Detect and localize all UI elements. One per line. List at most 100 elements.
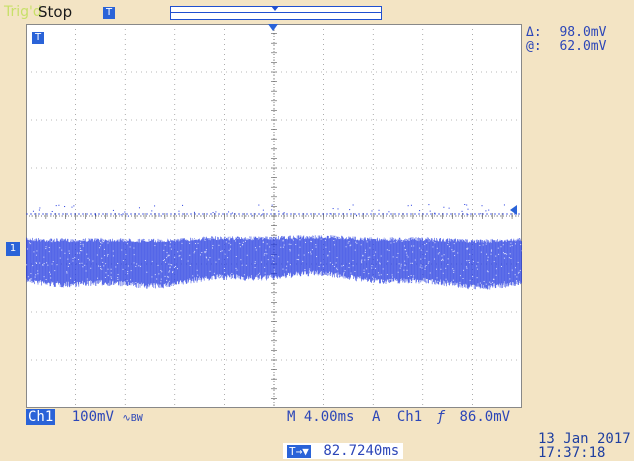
trace-speckle <box>413 275 415 277</box>
horizontal-position-readout[interactable]: T→▼ 82.7240ms <box>283 443 404 459</box>
trace-speckle <box>500 266 502 268</box>
trace-speckle <box>237 238 239 240</box>
trace-speckle <box>459 275 461 277</box>
trace-speckle <box>432 246 434 248</box>
trace-speckle <box>347 242 349 244</box>
trace-speckle <box>72 260 74 262</box>
trace-speckle <box>212 244 214 246</box>
trace-speckle <box>29 242 31 244</box>
trace-speckle <box>90 267 92 269</box>
trace-speckle <box>160 281 162 283</box>
trace-speckle <box>45 237 47 239</box>
trace-outlier <box>39 207 41 209</box>
trace-speckle <box>403 269 405 271</box>
trace-speckle <box>253 234 255 236</box>
trace-outlier <box>231 212 233 214</box>
record-window-indicator[interactable] <box>170 6 382 20</box>
trace-speckle <box>101 242 103 244</box>
trace-speckle <box>67 265 69 267</box>
trace-speckle <box>410 274 412 276</box>
trace-outlier <box>349 209 351 211</box>
trace-speckle <box>213 236 215 238</box>
trace-speckle <box>452 268 454 270</box>
trace-speckle <box>411 245 413 247</box>
trace-outlier <box>182 204 184 206</box>
trace-speckle <box>476 265 478 267</box>
trace-speckle <box>362 254 364 256</box>
trace-speckle <box>135 281 137 283</box>
trace-speckle <box>194 243 196 245</box>
trace-speckle <box>498 236 500 238</box>
trace-outlier <box>261 214 263 216</box>
trace-outlier <box>485 210 487 212</box>
trace-speckle <box>359 278 361 280</box>
trace-speckle <box>363 269 365 271</box>
channel1-ground-marker[interactable]: 1 <box>6 242 20 256</box>
channel1-scale-readout[interactable]: Ch1 100mV ∿BW <box>26 409 143 425</box>
timebase-readout[interactable]: M 4.00ms <box>287 409 355 425</box>
trace-speckle <box>181 258 183 260</box>
trigger-position-marker[interactable]: T <box>32 32 44 44</box>
date-display: 13 Jan 2017 <box>538 431 631 447</box>
trace-speckle <box>466 248 468 250</box>
trace-speckle <box>375 251 377 253</box>
trace-speckle <box>391 237 393 239</box>
trace-speckle <box>220 250 222 252</box>
trace-speckle <box>35 263 37 265</box>
trace-speckle <box>352 260 354 262</box>
trace-speckle <box>131 237 133 239</box>
trigger-level-arrow-icon[interactable] <box>510 205 517 215</box>
trace-speckle <box>38 235 40 237</box>
trace-speckle <box>264 253 266 255</box>
trace-outlier <box>467 208 469 210</box>
trace-speckle <box>56 264 58 266</box>
trace-speckle <box>236 276 238 278</box>
trace-speckle <box>104 255 106 257</box>
trace-speckle <box>337 281 339 283</box>
trace-speckle <box>166 252 168 254</box>
trace-speckle <box>101 257 103 259</box>
trace-speckle <box>45 248 47 250</box>
trace-speckle <box>205 249 207 251</box>
trace-speckle <box>388 249 390 251</box>
trace-speckle <box>241 264 243 266</box>
trace-speckle <box>277 281 279 283</box>
trace-outlier <box>112 209 114 211</box>
trace-speckle <box>329 262 331 264</box>
horizontal-position-pointer[interactable]: T <box>103 7 115 19</box>
trigger-state-badge: Trig'd <box>4 4 42 20</box>
trace-speckle <box>379 262 381 264</box>
trace-speckle <box>349 245 351 247</box>
trace-speckle <box>88 235 90 237</box>
trace-speckle <box>479 282 481 284</box>
trace-speckle <box>308 252 310 254</box>
trigger-time-arrow-icon[interactable] <box>268 24 278 31</box>
trace-speckle <box>122 268 124 270</box>
trace-speckle <box>369 239 371 241</box>
trace-speckle <box>407 238 409 240</box>
trace-speckle <box>76 252 78 254</box>
trace-speckle <box>224 253 226 255</box>
trace-speckle <box>178 236 180 238</box>
trace-speckle <box>348 266 350 268</box>
trace-speckle <box>265 249 267 251</box>
trace-speckle <box>234 238 236 240</box>
trace-speckle <box>469 253 471 255</box>
trace-speckle <box>174 256 176 258</box>
trace-speckle <box>30 278 32 280</box>
trace-speckle <box>263 235 265 237</box>
trace-speckle <box>445 267 447 269</box>
trace-outlier <box>58 204 60 206</box>
trace-speckle <box>275 282 277 284</box>
trigger-readout[interactable]: A Ch1 ƒ 86.0mV <box>372 409 510 425</box>
trace-speckle <box>442 258 444 260</box>
trace-speckle <box>255 249 257 251</box>
trace-speckle <box>503 281 505 283</box>
trace-outlier <box>38 209 40 211</box>
trace-speckle <box>507 238 509 240</box>
trigger-level: 86.0mV <box>459 409 511 425</box>
trace-speckle <box>112 255 114 257</box>
trace-speckle <box>136 263 138 265</box>
trace-speckle <box>508 257 510 259</box>
trace-speckle <box>173 283 175 285</box>
